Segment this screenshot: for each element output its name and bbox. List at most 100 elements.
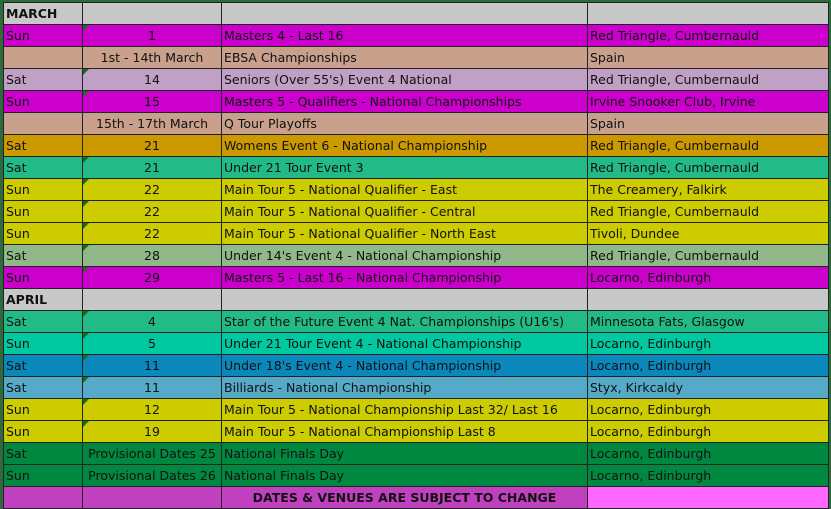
event-cell[interactable]: Seniors (Over 55's) Event 4 National	[221, 68, 588, 91]
empty-cell[interactable]	[221, 288, 588, 311]
day-cell[interactable]: Sat	[3, 68, 83, 91]
day-cell[interactable]: Sun	[3, 398, 83, 421]
day-cell[interactable]: Sun	[3, 90, 83, 113]
date-cell[interactable]: 15th - 17th March	[82, 112, 222, 135]
venue-cell[interactable]: The Creamery, Falkirk	[587, 178, 829, 201]
day-cell[interactable]: Sun	[3, 420, 83, 443]
venue-cell[interactable]: Locarno, Edinburgh	[587, 442, 829, 465]
venue-cell[interactable]: Spain	[587, 112, 829, 135]
venue-cell[interactable]: Red Triangle, Cumbernauld	[587, 200, 829, 223]
venue-cell[interactable]: Red Triangle, Cumbernauld	[587, 24, 829, 47]
venue-cell[interactable]: Locarno, Edinburgh	[587, 420, 829, 443]
event-row: Sun 15 Masters 5 - Qualifiers - National C…	[3, 90, 829, 113]
date-cell[interactable]: 15	[82, 90, 222, 113]
day-cell[interactable]: Sat	[3, 376, 83, 399]
event-cell[interactable]: Under 21 Tour Event 4 - National Champio…	[221, 332, 588, 355]
date-cell[interactable]: Provisional Dates 26	[82, 464, 222, 487]
empty-cell[interactable]	[82, 2, 222, 25]
empty-cell[interactable]	[587, 2, 829, 25]
day-cell[interactable]	[3, 46, 83, 69]
venue-cell[interactable]: Tivoli, Dundee	[587, 222, 829, 245]
day-cell[interactable]: Sat	[3, 442, 83, 465]
date-cell[interactable]: 11	[82, 354, 222, 377]
venue-cell[interactable]: Red Triangle, Cumbernauld	[587, 134, 829, 157]
event-cell[interactable]: Womens Event 6 - National Championship	[221, 134, 588, 157]
date-cell[interactable]: Provisional Dates 25	[82, 442, 222, 465]
date-cell[interactable]: 28	[82, 244, 222, 267]
day-cell[interactable]: Sat	[3, 310, 83, 333]
event-cell[interactable]: Under 18's Event 4 - National Championsh…	[221, 354, 588, 377]
event-cell[interactable]: Masters 4 - Last 16	[221, 24, 588, 47]
venue-cell[interactable]: Irvine Snooker Club, Irvine	[587, 90, 829, 113]
day-cell[interactable]: Sun	[3, 200, 83, 223]
event-row: Sun Provisional Dates 26 National Finals D…	[3, 464, 829, 487]
date-cell[interactable]: 21	[82, 156, 222, 179]
event-cell[interactable]: Main Tour 5 - National Championship Last…	[221, 420, 588, 443]
event-cell[interactable]: Masters 5 - Qualifiers - National Champi…	[221, 90, 588, 113]
empty-cell[interactable]	[221, 2, 588, 25]
event-cell[interactable]: Masters 5 - Last 16 - National Champions…	[221, 266, 588, 289]
date-cell[interactable]: 11	[82, 376, 222, 399]
day-cell[interactable]: Sun	[3, 332, 83, 355]
event-cell[interactable]: National Finals Day	[221, 442, 588, 465]
month-header-row: APRIL	[3, 288, 829, 311]
event-cell[interactable]: Under 21 Tour Event 3	[221, 156, 588, 179]
venue-cell[interactable]: Styx, Kirkcaldy	[587, 376, 829, 399]
date-cell[interactable]: 5	[82, 332, 222, 355]
date-cell[interactable]: 22	[82, 222, 222, 245]
venue-cell[interactable]: Minnesota Fats, Glasgow	[587, 310, 829, 333]
date-cell[interactable]: 19	[82, 420, 222, 443]
date-cell[interactable]: 1	[82, 24, 222, 47]
venue-cell[interactable]: Red Triangle, Cumbernauld	[587, 244, 829, 267]
date-cell[interactable]: 22	[82, 178, 222, 201]
date-cell[interactable]: 1st - 14th March	[82, 46, 222, 69]
event-cell[interactable]: National Finals Day	[221, 464, 588, 487]
day-cell[interactable]: Sat	[3, 156, 83, 179]
date-cell[interactable]: 12	[82, 398, 222, 421]
venue-cell[interactable]: Spain	[587, 46, 829, 69]
event-row: Sat 14 Seniors (Over 55's) Event 4 Nationa…	[3, 68, 829, 91]
day-cell[interactable]: Sun	[3, 266, 83, 289]
date-cell[interactable]: 4	[82, 310, 222, 333]
day-cell[interactable]: Sun	[3, 24, 83, 47]
event-cell[interactable]: Under 14's Event 4 - National Championsh…	[221, 244, 588, 267]
event-row: 1st - 14th March EBSA Championships Spain	[3, 46, 829, 69]
event-cell[interactable]: EBSA Championships	[221, 46, 588, 69]
event-cell[interactable]: Q Tour Playoffs	[221, 112, 588, 135]
event-row: Sun 19 Main Tour 5 - National Championship…	[3, 420, 829, 443]
empty-cell[interactable]	[587, 486, 829, 509]
empty-cell[interactable]	[82, 288, 222, 311]
day-cell[interactable]: Sat	[3, 134, 83, 157]
venue-cell[interactable]: Red Triangle, Cumbernauld	[587, 156, 829, 179]
day-cell[interactable]: Sun	[3, 464, 83, 487]
month-label[interactable]: APRIL	[3, 288, 83, 311]
venue-cell[interactable]: Locarno, Edinburgh	[587, 266, 829, 289]
venue-cell[interactable]: Locarno, Edinburgh	[587, 464, 829, 487]
venue-cell[interactable]: Locarno, Edinburgh	[587, 332, 829, 355]
event-cell[interactable]: Main Tour 5 - National Championship Last…	[221, 398, 588, 421]
event-cell[interactable]: Star of the Future Event 4 Nat. Champion…	[221, 310, 588, 333]
day-cell[interactable]: Sat	[3, 354, 83, 377]
date-cell[interactable]: 22	[82, 200, 222, 223]
empty-cell[interactable]	[3, 486, 83, 509]
date-cell[interactable]: 21	[82, 134, 222, 157]
day-cell[interactable]	[3, 112, 83, 135]
event-cell[interactable]: Main Tour 5 - National Qualifier - East	[221, 178, 588, 201]
day-cell[interactable]: Sun	[3, 178, 83, 201]
event-cell[interactable]: Main Tour 5 - National Qualifier - Centr…	[221, 200, 588, 223]
month-label[interactable]: MARCH	[3, 2, 83, 25]
venue-cell[interactable]: Locarno, Edinburgh	[587, 354, 829, 377]
date-cell[interactable]: 29	[82, 266, 222, 289]
empty-cell[interactable]	[82, 486, 222, 509]
empty-cell[interactable]	[587, 288, 829, 311]
day-cell[interactable]: Sun	[3, 222, 83, 245]
event-cell[interactable]: Main Tour 5 - National Qualifier - North…	[221, 222, 588, 245]
event-row: Sun 1 Masters 4 - Last 16 Red Triangle, Cum…	[3, 24, 829, 47]
event-row: Sat 21 Under 21 Tour Event 3 Red Triangle, …	[3, 156, 829, 179]
change-notice[interactable]: DATES & VENUES ARE SUBJECT TO CHANGE	[221, 486, 588, 509]
event-cell[interactable]: Billiards - National Championship	[221, 376, 588, 399]
venue-cell[interactable]: Red Triangle, Cumbernauld	[587, 68, 829, 91]
venue-cell[interactable]: Locarno, Edinburgh	[587, 398, 829, 421]
date-cell[interactable]: 14	[82, 68, 222, 91]
day-cell[interactable]: Sat	[3, 244, 83, 267]
